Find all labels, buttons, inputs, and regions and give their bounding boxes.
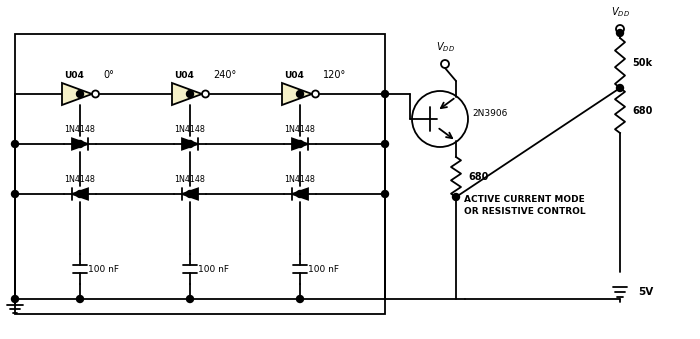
Polygon shape [182,188,198,200]
Text: 1N4148: 1N4148 [174,175,205,184]
Text: 100 nF: 100 nF [308,264,339,274]
Circle shape [297,140,304,147]
Text: U04: U04 [284,71,304,80]
Text: 1N4148: 1N4148 [285,125,316,134]
Circle shape [382,91,388,98]
Circle shape [617,29,624,37]
Text: 1N4148: 1N4148 [64,175,95,184]
Text: 0°: 0° [103,70,114,80]
Polygon shape [72,138,88,149]
Circle shape [186,140,193,147]
Text: 2N3906: 2N3906 [472,109,507,119]
Text: 680: 680 [468,172,489,182]
Polygon shape [182,138,198,149]
Circle shape [76,140,83,147]
Circle shape [186,91,193,98]
Text: 100 nF: 100 nF [88,264,119,274]
Text: V$_{DD}$: V$_{DD}$ [435,40,454,54]
Text: 1N4148: 1N4148 [285,175,316,184]
Text: V$_{DD}$: V$_{DD}$ [610,5,629,19]
Circle shape [11,296,18,302]
Circle shape [452,194,459,200]
Text: 240°: 240° [213,70,237,80]
Text: 5V: 5V [638,287,653,297]
Polygon shape [292,188,308,200]
Circle shape [297,296,304,302]
Text: 1N4148: 1N4148 [174,125,205,134]
Polygon shape [292,138,308,149]
Circle shape [297,191,304,198]
Polygon shape [62,83,92,105]
Circle shape [76,296,83,302]
Circle shape [186,296,193,302]
Circle shape [382,140,388,147]
FancyBboxPatch shape [15,34,385,314]
Circle shape [186,191,193,198]
Text: OR RESISTIVE CONTROL: OR RESISTIVE CONTROL [464,207,586,217]
Circle shape [11,191,18,198]
Text: 100 nF: 100 nF [198,264,229,274]
Text: U04: U04 [174,71,194,80]
Text: 120°: 120° [323,70,346,80]
Circle shape [76,191,83,198]
Circle shape [11,140,18,147]
Polygon shape [172,83,202,105]
Circle shape [297,91,304,98]
Text: 50k: 50k [632,58,652,68]
Text: ACTIVE CURRENT MODE: ACTIVE CURRENT MODE [464,196,584,204]
Polygon shape [72,188,88,200]
Text: 680: 680 [632,105,652,116]
Polygon shape [282,83,312,105]
Circle shape [617,84,624,92]
Text: 1N4148: 1N4148 [64,125,95,134]
Circle shape [76,91,83,98]
Circle shape [382,191,388,198]
Text: U04: U04 [64,71,84,80]
